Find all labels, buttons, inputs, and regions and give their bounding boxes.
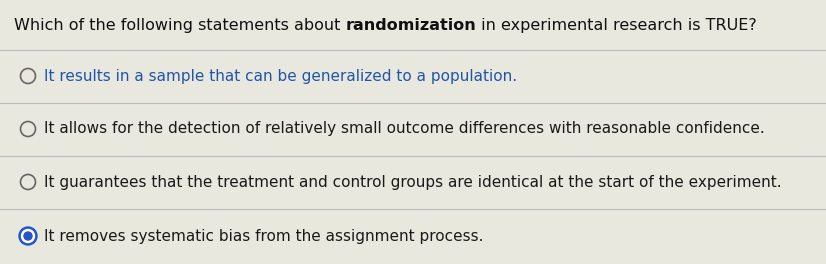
- Text: It results in a sample that can be generalized to a population.: It results in a sample that can be gener…: [45, 68, 518, 83]
- Text: It removes systematic bias from the assignment process.: It removes systematic bias from the assi…: [45, 229, 484, 243]
- Circle shape: [21, 229, 35, 243]
- Text: It guarantees that the treatment and control groups are identical at the start o: It guarantees that the treatment and con…: [45, 175, 782, 190]
- Text: Which of the following statements about: Which of the following statements about: [14, 18, 345, 33]
- Text: It allows for the detection of relatively small outcome differences with reasona: It allows for the detection of relativel…: [45, 121, 765, 136]
- Circle shape: [24, 232, 32, 240]
- Text: in experimental research is TRUE?: in experimental research is TRUE?: [477, 18, 757, 33]
- Text: randomization: randomization: [345, 18, 477, 33]
- Circle shape: [19, 227, 37, 245]
